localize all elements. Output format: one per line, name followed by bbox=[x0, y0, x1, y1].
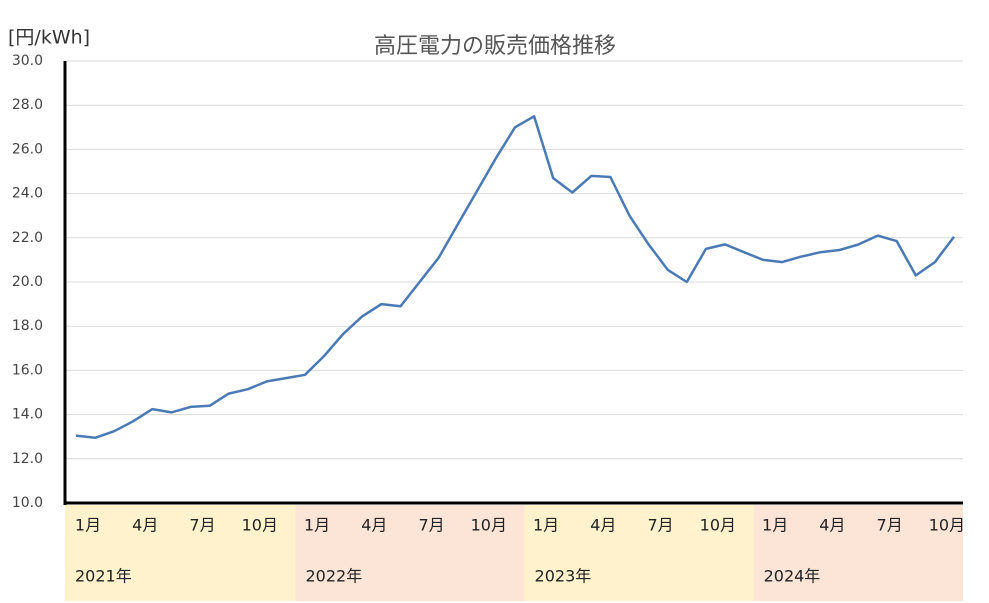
line-series bbox=[75, 115, 955, 440]
year-label: 2021年 bbox=[75, 567, 132, 586]
y-tick-label: 28.0 bbox=[12, 97, 43, 113]
year-label: 2024年 bbox=[764, 567, 821, 586]
year-band bbox=[295, 505, 525, 601]
x-tick-label: 10月 bbox=[700, 516, 736, 535]
y-tick-label: 18.0 bbox=[12, 318, 43, 334]
y-tick-label: 16.0 bbox=[12, 362, 43, 378]
year-label: 2023年 bbox=[535, 567, 592, 586]
x-tick-label: 10月 bbox=[242, 516, 278, 535]
y-tick-label: 20.0 bbox=[12, 274, 43, 290]
x-tick-label: 7月 bbox=[648, 516, 674, 535]
x-tick-label: 4月 bbox=[132, 516, 158, 535]
x-tick-label: 10月 bbox=[471, 516, 507, 535]
x-tick-label: 1月 bbox=[304, 516, 330, 535]
y-axis-label: [円/kWh] bbox=[8, 27, 90, 49]
year-band bbox=[65, 505, 296, 601]
x-tick-label: 4月 bbox=[361, 516, 387, 535]
x-tick-label: 4月 bbox=[819, 516, 845, 535]
year-band bbox=[524, 505, 754, 601]
y-tick-label: 26.0 bbox=[12, 141, 43, 157]
x-tick-label: 1月 bbox=[762, 516, 788, 535]
x-tick-label: 1月 bbox=[75, 516, 101, 535]
y-tick-label: 24.0 bbox=[12, 186, 43, 202]
x-tick-label: 7月 bbox=[877, 516, 903, 535]
y-tick-label: 30.0 bbox=[12, 53, 43, 69]
year-label: 2022年 bbox=[306, 567, 363, 586]
x-tick-label: 4月 bbox=[590, 516, 616, 535]
chart-title: 高圧電力の販売価格推移 bbox=[374, 34, 616, 59]
x-tick-label: 10月 bbox=[929, 516, 965, 535]
y-tick-label: 22.0 bbox=[12, 230, 43, 246]
x-tick-label: 1月 bbox=[533, 516, 559, 535]
x-tick-label: 7月 bbox=[418, 516, 444, 535]
x-tick-label: 7月 bbox=[189, 516, 215, 535]
year-band bbox=[753, 505, 963, 601]
y-tick-label: 12.0 bbox=[12, 451, 43, 467]
y-tick-label: 10.0 bbox=[12, 495, 43, 511]
y-tick-label: 14.0 bbox=[12, 407, 43, 423]
